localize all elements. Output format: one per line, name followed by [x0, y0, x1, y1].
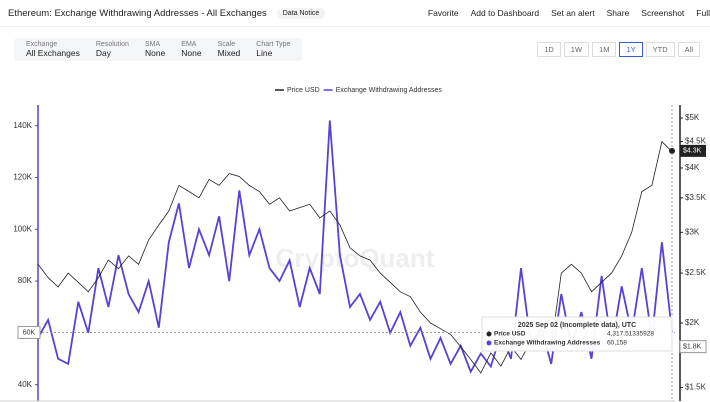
y-tick-label: 140K	[13, 121, 32, 130]
y2-tick-label: $4K	[685, 163, 700, 172]
y2-tick-label: $1.5K	[685, 383, 707, 392]
filter-value: Line	[256, 48, 273, 58]
tooltip-date: 2025 Sep 02 (Incomplete data), UTC	[518, 322, 636, 329]
crosshair-box	[679, 340, 707, 354]
crosshair-box	[17, 325, 41, 339]
y-tick-label: 40K	[18, 380, 33, 389]
price-dot	[669, 147, 675, 154]
filter[interactable]: Exchange All Exchanges	[20, 41, 86, 58]
y2-tick-label: $3.5K	[685, 193, 707, 202]
filter[interactable]: Resolution Day	[90, 41, 135, 58]
action-button[interactable]: Full	[696, 8, 710, 18]
y-tick-label: 100K	[13, 224, 32, 233]
filter-value: None	[181, 48, 202, 58]
range-button[interactable]: 1M	[592, 42, 617, 57]
filter-label: Scale	[217, 41, 236, 48]
chart: 40K 60K 80K 100K 120K 140K $1.5K $2K $2.5K $3K $3.…	[0, 87, 707, 402]
filter[interactable]: SMA None	[139, 41, 171, 58]
y2-tick-label: $2.5K	[685, 268, 707, 277]
watermark: CryptoQuant	[276, 243, 435, 273]
filter-label: Chart Type	[256, 41, 291, 48]
notice[interactable]: Data Notice	[276, 7, 326, 19]
y2-tick-label: $3K	[685, 227, 700, 236]
filter[interactable]: Scale Mixed	[212, 41, 247, 58]
tooltip-name: Exchange Withdrawing Addresses	[494, 340, 601, 347]
filter-value: Mixed	[217, 48, 241, 58]
y2-tick-label: $4.5K	[685, 137, 707, 146]
action-button[interactable]: Share	[606, 8, 630, 18]
legend-label: Exchange Withdrawing Addresses	[336, 87, 443, 94]
range-button[interactable]: 1Y	[619, 42, 643, 57]
filter-value: All Exchanges	[26, 48, 80, 58]
legend-label: Price USD	[287, 87, 320, 94]
filter-label: EMA	[181, 41, 197, 48]
filter-value: Day	[95, 48, 111, 58]
y-tick-label: 80K	[18, 276, 33, 285]
tooltip-value: 4,317.51335928	[607, 331, 654, 338]
tooltip-dot	[486, 331, 492, 337]
y2-tick-label: $5K	[685, 113, 700, 122]
y-tick-label: 120K	[13, 173, 32, 182]
tooltip	[481, 316, 673, 352]
crosshair-label: $1.8K	[683, 343, 702, 350]
tooltip-dot	[486, 340, 492, 346]
ranges: 1D 1W 1M 1Y YTD All	[537, 42, 700, 57]
action-button[interactable]: Favorite	[427, 8, 459, 18]
price-box	[680, 144, 706, 157]
tooltip-value: 60,158	[607, 340, 627, 347]
action-button[interactable]: Screenshot	[641, 8, 685, 18]
action-button[interactable]: Set an alert	[551, 8, 595, 18]
filter-value: None	[144, 48, 166, 58]
filter[interactable]: Chart Type Line	[250, 41, 296, 58]
price-label: $4.3K	[683, 148, 702, 155]
range-button[interactable]: 1W	[563, 42, 590, 57]
tooltip-name: Price USD	[494, 331, 526, 338]
filter[interactable]: EMA None	[175, 41, 207, 58]
action-button[interactable]: Add to Dashboard	[470, 8, 540, 18]
filter-label: Exchange	[26, 41, 58, 48]
header: Ethereum: Exchange Withdrawing Addresses…	[0, 0, 710, 27]
filter-label: SMA	[144, 41, 161, 48]
y2-tick-label: $2K	[685, 318, 700, 327]
range-button[interactable]: All	[677, 42, 700, 57]
title: Ethereum: Exchange Withdrawing Addresses…	[8, 7, 267, 19]
range-button[interactable]: YTD	[645, 42, 675, 57]
filters: Exchange All Exchanges Resolution Day SMA Non…	[14, 38, 303, 61]
series-line	[37, 140, 673, 374]
filter-label: Resolution	[95, 41, 129, 48]
range-button[interactable]: 1D	[537, 42, 561, 57]
actions: Favorite Add to Dashboard Set an alert Shar…	[416, 8, 710, 18]
crosshair-label: 60K	[23, 329, 36, 336]
